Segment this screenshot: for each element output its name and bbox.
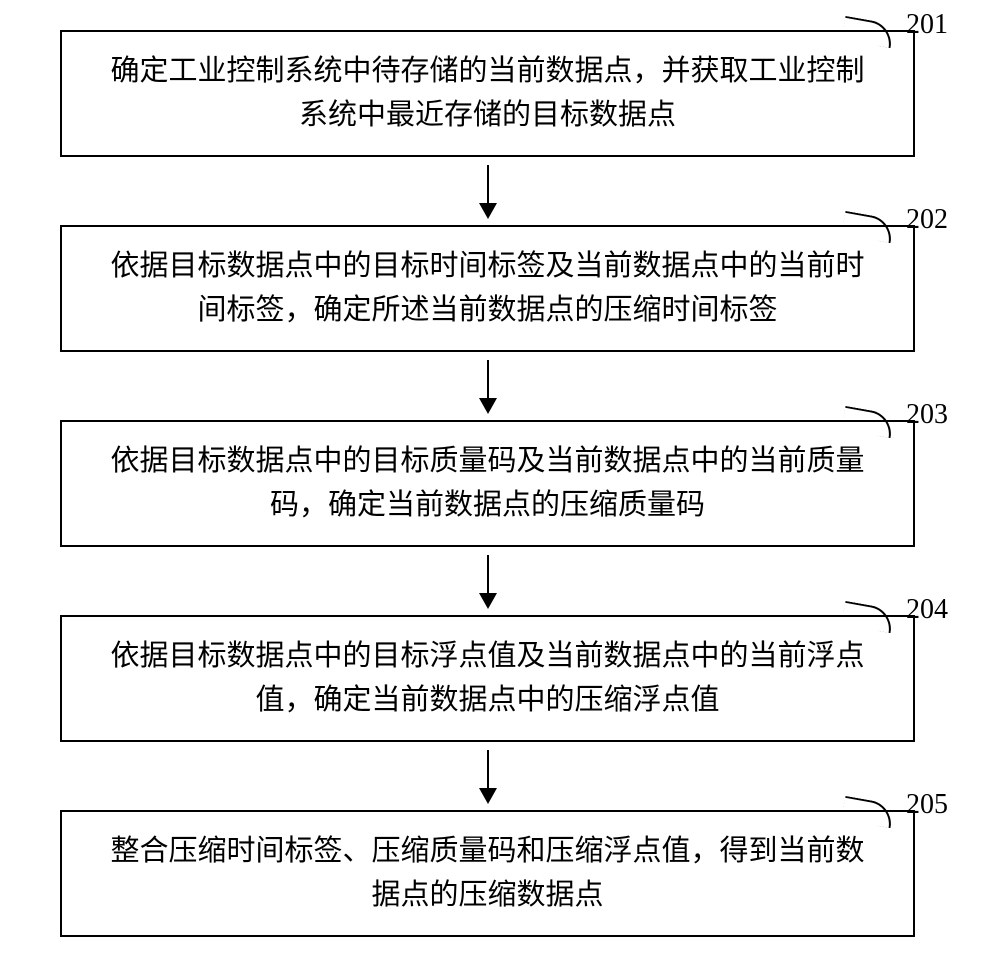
flowchart-node-205: 205 整合压缩时间标签、压缩质量码和压缩浮点值，得到当前数据点的压缩数据点: [60, 810, 915, 937]
node-text: 依据目标数据点中的目标质量码及当前数据点中的当前质量码，确定当前数据点的压缩质量…: [110, 445, 864, 521]
arrow-container: [60, 352, 915, 420]
flow-arrow: [487, 360, 489, 412]
flowchart-node-203: 203 依据目标数据点中的目标质量码及当前数据点中的当前质量码，确定当前数据点的…: [60, 420, 915, 547]
node-label: 205: [906, 784, 948, 826]
flow-arrow: [487, 750, 489, 802]
arrow-container: [60, 157, 915, 225]
flowchart-node-204: 204 依据目标数据点中的目标浮点值及当前数据点中的当前浮点值，确定当前数据点中…: [60, 615, 915, 742]
node-label: 202: [906, 199, 948, 241]
node-text: 整合压缩时间标签、压缩质量码和压缩浮点值，得到当前数据点的压缩数据点: [110, 835, 864, 911]
flowchart-node-202: 202 依据目标数据点中的目标时间标签及当前数据点中的当前时间标签，确定所述当前…: [60, 225, 915, 352]
arrow-container: [60, 547, 915, 615]
label-connector-curve: [841, 16, 894, 48]
node-label: 203: [906, 394, 948, 436]
arrow-container: [60, 742, 915, 810]
node-label: 201: [906, 4, 948, 46]
node-text: 依据目标数据点中的目标时间标签及当前数据点中的当前时间标签，确定所述当前数据点的…: [110, 250, 864, 326]
flow-arrow: [487, 165, 489, 217]
flowchart-node-201: 201 确定工业控制系统中待存储的当前数据点，并获取工业控制系统中最近存储的目标…: [60, 30, 915, 157]
flow-arrow: [487, 555, 489, 607]
node-label: 204: [906, 589, 948, 631]
flowchart-container: 201 确定工业控制系统中待存储的当前数据点，并获取工业控制系统中最近存储的目标…: [60, 30, 940, 937]
node-text: 依据目标数据点中的目标浮点值及当前数据点中的当前浮点值，确定当前数据点中的压缩浮…: [110, 640, 864, 716]
node-text: 确定工业控制系统中待存储的当前数据点，并获取工业控制系统中最近存储的目标数据点: [110, 55, 864, 131]
